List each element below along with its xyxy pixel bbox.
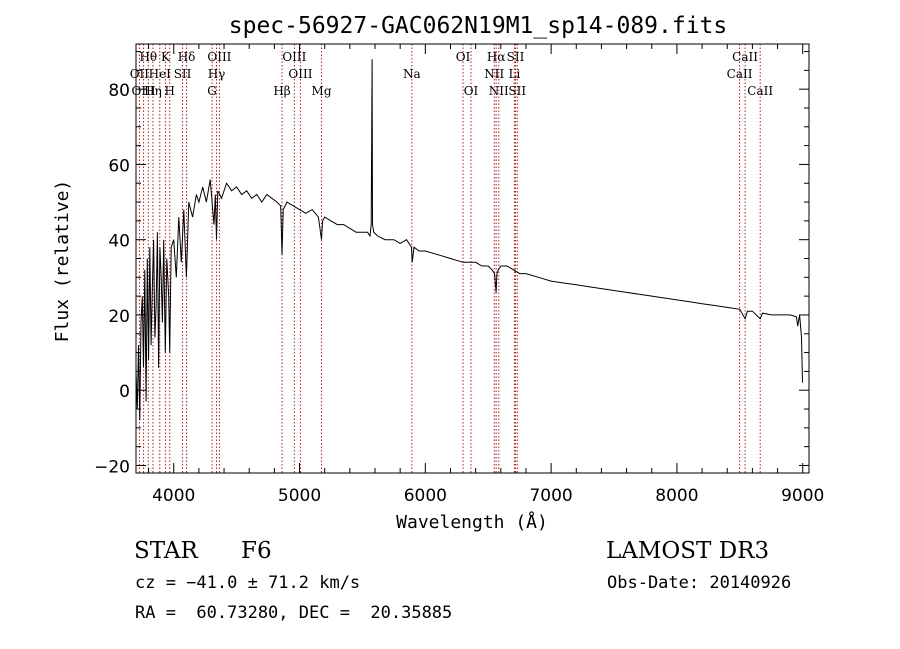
x-axis-label: Wavelength (Å) [396,511,548,533]
line-label-16: Li [508,67,520,81]
x-tick-label-0: 4000 [152,486,195,506]
line-label-3: OIII [207,50,231,64]
line-label-27: CaII [747,84,773,98]
line-label-2: Hδ [178,50,196,64]
y-tick-label-5: 80 [108,81,130,101]
coordinates-readout: RA = 60.73280, DEC = 20.35885 [135,603,453,623]
line-label-6: Hα [487,50,506,64]
line-label-7: SII [507,50,525,64]
line-label-15: NII [484,67,504,81]
x-tick-label-2: 6000 [404,486,447,506]
observation-date: Obs-Date: 20140926 [607,573,792,593]
line-label-24: OI [464,84,479,98]
axis-ticks: 4000 5000 6000 7000 8000 9000 −20 0 20 40 60 80 [94,44,824,506]
line-label-12: Hγ [208,67,226,81]
line-label-26: SII [508,84,526,98]
line-label-9: OII [130,67,150,81]
chart-title: spec-56927-GAC062N19M1_sp14-089.fits [229,13,728,39]
object-class: STAR [134,538,198,564]
line-label-5: OI [456,50,471,64]
y-axis-label: Flux (relative) [52,180,73,343]
line-label-13: OIII [288,67,312,81]
y-tick-label-4: 60 [108,156,130,176]
line-label-20: H [164,84,174,98]
line-label-10: HeI [149,67,172,81]
line-label-0: Hθ [139,50,157,64]
line-label-18: OIII [132,84,156,98]
line-label-1: K [161,50,171,64]
x-tick-label-3: 7000 [529,486,572,506]
y-tick-label-3: 40 [108,232,130,252]
line-label-22: Hβ [273,84,290,98]
line-label-8: CaII [732,50,758,64]
x-tick-label-4: 8000 [655,486,698,506]
x-tick-label-5: 9000 [781,486,824,506]
emission-line-markers [138,44,761,473]
line-label-23: Mg [312,84,332,98]
line-label-21: G [207,84,217,98]
line-label-17: CaII [727,67,753,81]
spectrum-chart: spec-56927-GAC062N19M1_sp14-089.fits Hθ K… [52,13,824,533]
plot-frame [135,43,810,474]
redshift-readout: cz = −41.0 ± 71.2 km/s [135,573,361,593]
y-tick-label-2: 20 [108,307,130,327]
survey-name: LAMOST DR3 [606,538,770,564]
object-subclass: F6 [241,538,272,564]
line-label-14: Na [403,67,421,81]
y-tick-label-1: 0 [119,382,130,402]
line-label-4: OIII [282,50,306,64]
line-label-19: Hη [144,84,162,98]
line-label-25: NII [489,84,509,98]
x-tick-label-1: 5000 [278,486,321,506]
spectrum-line [135,59,803,421]
y-tick-label-0: −20 [94,457,130,477]
line-label-11: SII [174,67,192,81]
